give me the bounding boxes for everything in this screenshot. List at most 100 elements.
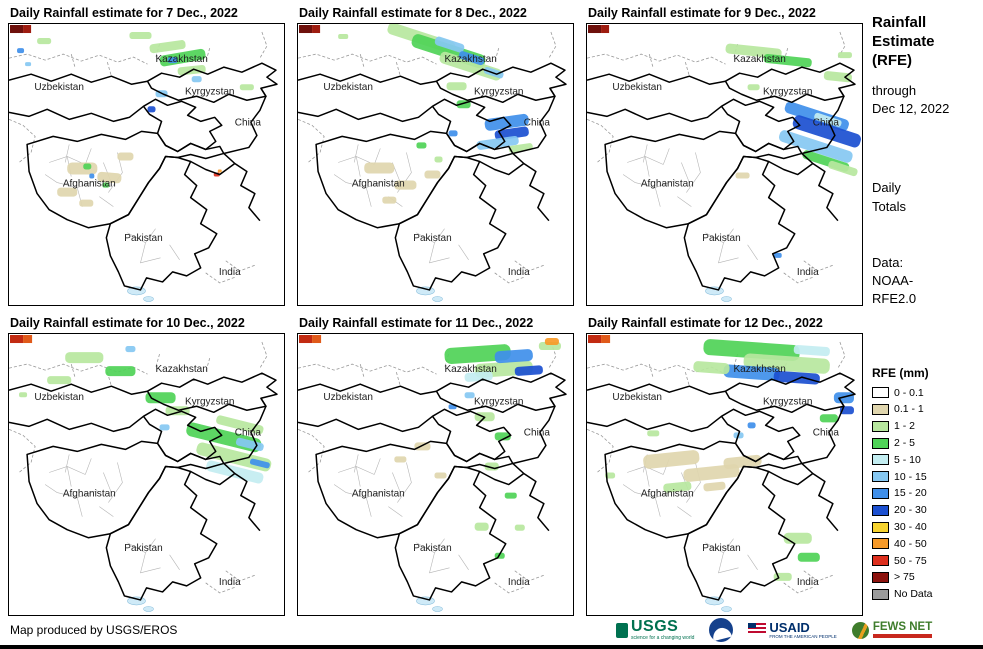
legend-label: 0 - 0.1 [894,386,924,399]
legend-color-swatch [872,588,889,600]
legend-label: 5 - 10 [894,453,921,466]
country-label: Uzbekistan [323,392,373,403]
country-label: India [797,267,819,278]
legend-color-swatch [872,571,889,583]
country-label: Uzbekistan [323,82,373,93]
legend-color-swatch [872,538,889,550]
legend-row: > 75 [872,569,980,586]
country-label: Afghanistan [63,179,116,190]
usgs-logo-icon [616,622,628,638]
panel-title: Daily Rainfall estimate for 12 Dec., 202… [588,316,823,330]
country-label: China [524,117,551,128]
usgs-tagline: science for a changing world [631,635,695,641]
country-label: Pakistan [702,543,740,554]
legend-color-swatch [872,521,889,533]
sidebar: Rainfall Estimate (RFE) through Dec 12, … [872,10,980,603]
map-credit: Map produced by USGS/EROS [10,623,178,637]
usgs-logo-text: USGS [631,618,679,635]
legend-color-swatch [872,504,889,516]
map-svg: Kazakhstan Uzbekistan Kyrgyzstan China Afgha… [298,24,567,302]
legend-row: 40 - 50 [872,535,980,552]
noaa-logo [709,618,734,642]
panel-title: Daily Rainfall estimate for 7 Dec., 2022 [10,6,238,20]
country-label: India [219,267,241,278]
country-label: Afghanistan [352,489,405,500]
legend-color-swatch [872,420,889,432]
rainfall-map-dec-11: Kazakhstan Uzbekistan Kyrgyzstan China Afgha… [297,333,574,616]
country-label: Kazakhstan [444,54,496,65]
country-label: India [797,577,819,588]
country-label: Uzbekistan [612,392,662,403]
country-label: Kazakhstan [733,364,785,375]
sidebar-through-date: through Dec 12, 2022 [872,83,950,116]
country-label: China [235,427,262,438]
legend-color-swatch [872,454,889,466]
fewsnet-logo: FEWS NET [851,621,933,639]
country-label: Kyrgyzstan [763,396,813,407]
country-label: Afghanistan [641,489,694,500]
rainfall-map-dec-8: Kazakhstan Uzbekistan Kyrgyzstan China Afgha… [297,23,574,306]
fewsnet-globe-icon [851,621,869,639]
panel-title: Daily Rainfall estimate for 9 Dec., 2022 [588,6,816,20]
legend: RFE (mm) 0 - 0.1 0.1 - 1 1 - 2 2 - 5 5 - 10 1… [872,366,980,602]
legend-label: 40 - 50 [894,537,927,550]
rainfall-map-dec-12: Kazakhstan Uzbekistan Kyrgyzstan China Afgha… [586,333,863,616]
country-label: India [508,577,530,588]
rainfall-map-dec-7: Kazakhstan Uzbekistan Kyrgyzstan China Afgha… [8,23,285,306]
legend-row: 0.1 - 1 [872,401,980,418]
legend-color-swatch [872,555,889,567]
legend-label: 15 - 20 [894,487,927,500]
usaid-tagline: FROM THE AMERICAN PEOPLE [769,633,837,639]
country-label: Kyrgyzstan [474,396,524,407]
panel-dec-9: Daily Rainfall estimate for 9 Dec., 2022… [586,6,863,306]
map-svg: Kazakhstan Uzbekistan Kyrgyzstan China Afgha… [9,25,278,302]
country-label: Pakistan [413,543,451,554]
country-label: China [813,117,840,128]
country-label: Pakistan [702,233,740,244]
usaid-logo: USAID FROM THE AMERICAN PEOPLE [748,619,837,640]
country-label: China [235,117,262,128]
panel-title: Daily Rainfall estimate for 11 Dec., 202… [299,316,534,330]
map-svg: Kazakhstan Uzbekistan Kyrgyzstan China Afgha… [587,335,856,612]
usgs-logo: USGS science for a changing world [616,619,694,641]
legend-row: No Data [872,586,980,603]
legend-color-swatch [872,437,889,449]
country-label: Pakistan [124,233,162,244]
legend-row: 10 - 15 [872,468,980,485]
rainfall-map-dec-10: Kazakhstan Uzbekistan Kyrgyzstan China Afgha… [8,333,285,616]
map-svg: Kazakhstan Uzbekistan Kyrgyzstan China Afgha… [9,335,278,612]
country-label: China [813,427,840,438]
panel-dec-10: Daily Rainfall estimate for 10 Dec., 202… [8,316,285,616]
country-label: Kazakhstan [155,54,207,65]
legend-row: 0 - 0.1 [872,384,980,401]
sidebar-title: Rainfall Estimate (RFE) [872,14,935,69]
usaid-logo-text: USAID [769,619,810,635]
country-label: Kazakhstan [444,364,496,375]
legend-color-swatch [872,387,889,399]
panel-dec-7: Daily Rainfall estimate for 7 Dec., 2022… [8,6,285,306]
usaid-flag-icon [748,622,767,634]
legend-label: 50 - 75 [894,554,927,567]
country-label: Uzbekistan [34,82,84,93]
legend-label: No Data [894,588,933,601]
panel-title: Daily Rainfall estimate for 10 Dec., 202… [10,316,245,330]
legend-row: 15 - 20 [872,485,980,502]
legend-label: 1 - 2 [894,420,916,433]
legend-row: 1 - 2 [872,418,980,435]
panel-dec-8: Daily Rainfall estimate for 8 Dec., 2022… [297,6,574,306]
legend-title: RFE (mm) [872,366,929,381]
sidebar-data-source: Data: NOAA- RFE2.0 [872,254,917,307]
country-label: Kyrgyzstan [185,396,235,407]
country-label: Afghanistan [641,179,694,190]
legend-row: 30 - 40 [872,519,980,536]
panel-dec-11: Daily Rainfall estimate for 11 Dec., 202… [297,316,574,616]
legend-label: 20 - 30 [894,504,927,517]
country-label: Uzbekistan [612,82,662,93]
country-label: Pakistan [124,543,162,554]
sidebar-daily-totals: Daily Totals [872,180,906,214]
legend-label: > 75 [894,571,915,584]
legend-color-swatch [872,487,889,499]
legend-label: 2 - 5 [894,437,916,450]
legend-rows: 0 - 0.1 0.1 - 1 1 - 2 2 - 5 5 - 10 10 - 15 15 … [872,384,980,602]
legend-label: 10 - 15 [894,470,927,483]
